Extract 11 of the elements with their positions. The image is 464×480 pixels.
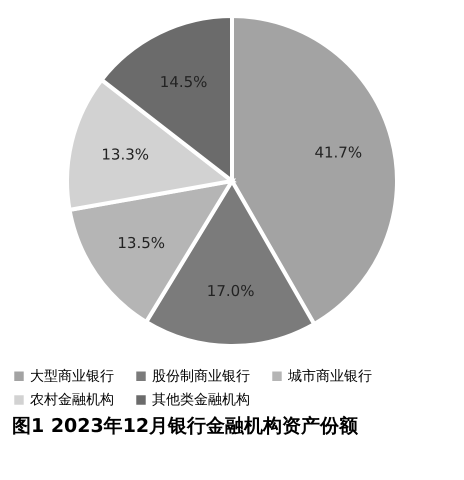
data-label: 17.0%: [206, 282, 254, 300]
data-label: 13.3%: [101, 146, 150, 164]
text: 图1 2023年12月银行金融机构资产份额: [12, 415, 360, 437]
data-label: 13.5%: [117, 234, 166, 252]
legend-label: 大型商业银行: [30, 368, 114, 384]
data-label: 41.7%: [314, 144, 362, 162]
legend-label: 农村金融机构: [30, 392, 114, 408]
legend-label: 其他类金融机构: [152, 392, 250, 408]
legend-label: 城市商业银行: [287, 368, 372, 384]
legend-label: 股份制商业银行: [152, 368, 250, 384]
data-label: 14.5%: [160, 73, 208, 92]
